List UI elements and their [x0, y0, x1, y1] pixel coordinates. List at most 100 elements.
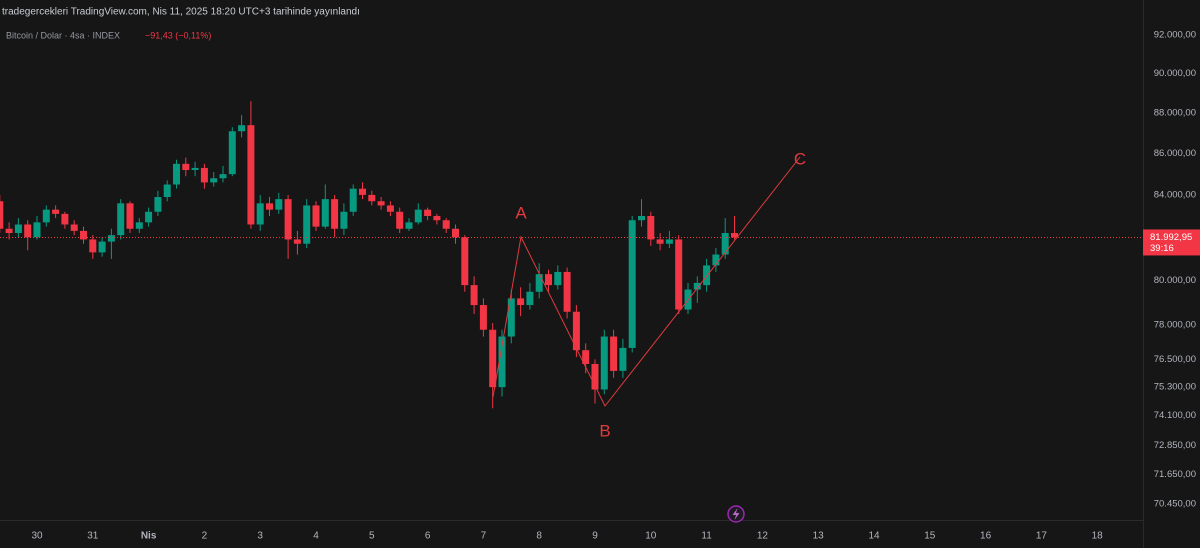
- y-tick-label: 84.000,00: [1154, 189, 1196, 200]
- candle-body: [303, 205, 311, 244]
- candle-body: [163, 184, 171, 198]
- candle-body: [498, 336, 506, 388]
- candle-body: [489, 329, 497, 388]
- candle-body: [182, 163, 190, 170]
- candle-body: [89, 239, 97, 253]
- candle-body: [563, 271, 571, 312]
- candle-body: [154, 197, 162, 212]
- x-tick-label: 3: [257, 531, 263, 542]
- candle-body: [433, 215, 441, 221]
- y-tick-label: 78.000,00: [1154, 320, 1196, 331]
- x-tick-label: 11: [701, 531, 712, 542]
- candle-body: [256, 203, 264, 225]
- candle-body: [600, 336, 608, 390]
- candle-body: [424, 209, 432, 216]
- candle-body: [656, 239, 664, 244]
- candle-body: [107, 235, 115, 242]
- candle-body: [349, 188, 357, 212]
- candle-body: [470, 285, 478, 306]
- x-tick-label: 16: [980, 531, 992, 542]
- candle-body: [628, 220, 636, 348]
- candle-body: [638, 215, 645, 221]
- y-tick-label: 88.000,00: [1154, 108, 1196, 119]
- abc-line: [492, 156, 801, 407]
- wave-label: C: [794, 149, 806, 168]
- candle-body: [0, 201, 4, 229]
- candle-body: [191, 167, 199, 170]
- chart-title: tradegercekleri TradingView.com, Nis 11,…: [2, 7, 360, 18]
- price-change: −91,43 (−0,11%): [145, 30, 211, 40]
- candle-body: [238, 125, 246, 132]
- candle-body: [396, 211, 404, 229]
- x-tick-label: 5: [369, 531, 375, 542]
- candle-body: [572, 311, 580, 351]
- countdown-label: 39:16: [1150, 243, 1174, 254]
- candle-body: [721, 233, 729, 255]
- candle-body: [414, 209, 422, 223]
- x-tick-label: 7: [481, 531, 487, 542]
- x-tick-label: 9: [592, 531, 598, 542]
- y-tick-label: 72.850,00: [1154, 440, 1196, 451]
- candle-body: [5, 228, 13, 234]
- candle-body: [693, 282, 701, 290]
- lightning-icon[interactable]: [727, 505, 745, 523]
- wave-label: A: [515, 203, 527, 222]
- x-tick-label: 13: [813, 531, 825, 542]
- candle-body: [340, 211, 348, 229]
- wave-drawing: A B C: [492, 149, 806, 440]
- candle-body: [610, 336, 618, 371]
- last-price-box: [1143, 229, 1200, 256]
- x-tick-label: 17: [1036, 531, 1048, 542]
- candle-body: [442, 220, 450, 229]
- candle-body: [731, 233, 738, 238]
- candle-body: [24, 224, 32, 238]
- candle-body: [535, 274, 543, 292]
- candle-body: [200, 167, 208, 183]
- candle-body: [405, 222, 413, 229]
- candle-body: [712, 254, 720, 266]
- candle-body: [591, 363, 599, 390]
- y-tick-label: 80.000,00: [1154, 275, 1196, 286]
- x-tick-label: 15: [924, 531, 936, 542]
- y-tick-label: 71.650,00: [1154, 469, 1196, 480]
- x-tick-label: 14: [868, 531, 880, 542]
- y-tick-label: 76.500,00: [1154, 354, 1196, 365]
- symbol-label: Bitcoin / Dolar · 4sa · INDEX: [6, 30, 120, 40]
- candle-body: [70, 224, 78, 231]
- x-tick-label: 31: [87, 531, 99, 542]
- y-tick-label: 74.100,00: [1154, 410, 1196, 421]
- candle-body: [526, 291, 534, 306]
- candle-body: [647, 215, 655, 240]
- candle-body: [554, 271, 562, 286]
- candle-body: [14, 224, 22, 234]
- candle-body: [452, 228, 459, 238]
- x-tick-label: 8: [536, 531, 542, 542]
- y-tick-label: 70.450,00: [1154, 499, 1196, 510]
- candle-body: [368, 194, 376, 202]
- candle-body: [247, 125, 255, 225]
- candle-body: [545, 274, 552, 286]
- candle-body: [228, 131, 236, 175]
- x-tick-label: 30: [31, 531, 43, 542]
- candle-body: [377, 201, 385, 206]
- candle-body: [619, 347, 627, 371]
- candle-body: [507, 298, 515, 337]
- y-tick-label: 92.000,00: [1154, 30, 1196, 41]
- candle-body: [98, 241, 106, 253]
- last-price-label: 81.992,95: [1150, 232, 1192, 243]
- x-tick-label: 6: [425, 531, 431, 542]
- candle-body: [582, 350, 590, 364]
- candle-body: [52, 209, 60, 214]
- candle-body: [321, 199, 329, 227]
- candle-body: [61, 213, 69, 225]
- candle-body: [461, 237, 469, 286]
- candle-body: [219, 174, 227, 179]
- x-tick-label: 12: [757, 531, 769, 542]
- candle-body: [479, 305, 487, 330]
- candle-body: [42, 209, 50, 223]
- y-tick-label: 86.000,00: [1154, 148, 1196, 159]
- candle-body: [312, 205, 320, 227]
